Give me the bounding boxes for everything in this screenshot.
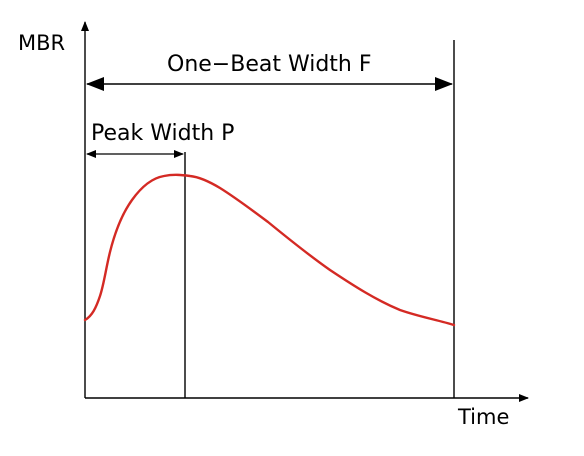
mbr-waveform-curve (83, 173, 456, 327)
one-beat-width-label: One−Beat Width F (167, 52, 372, 77)
y-axis-label: MBR (18, 31, 65, 55)
x-axis-label: Time (457, 405, 509, 429)
peak-width-label: Peak Width P (91, 121, 234, 146)
